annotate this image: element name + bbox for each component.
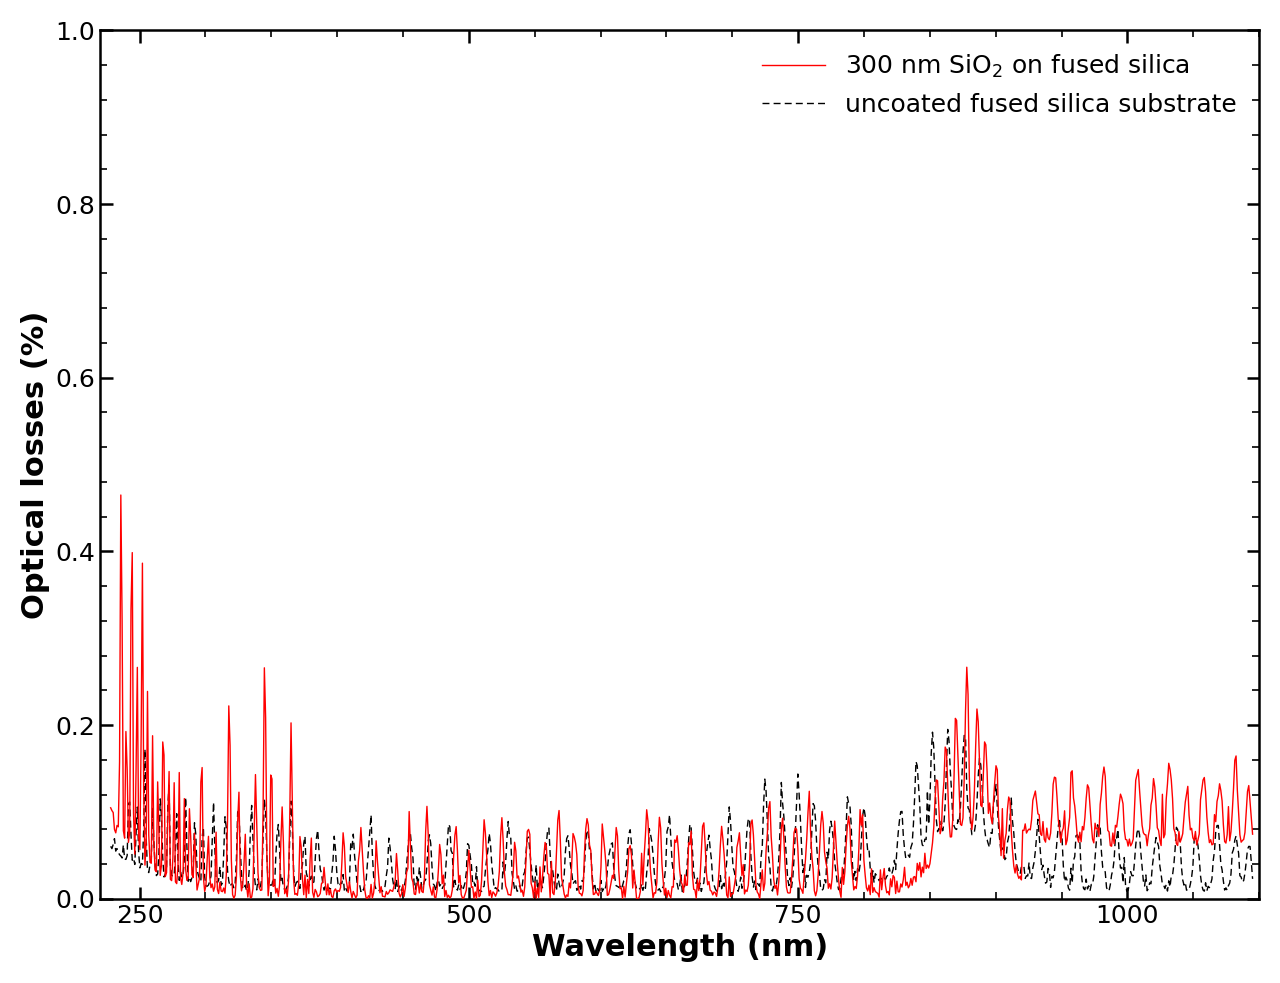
Legend: 300 nm SiO$_2$ on fused silica, uncoated fused silica substrate: 300 nm SiO$_2$ on fused silica, uncoated… (753, 43, 1247, 127)
Line: 300 nm SiO$_2$ on fused silica: 300 nm SiO$_2$ on fused silica (110, 495, 1253, 898)
uncoated fused silica substrate (228, 878, 243, 890)
uncoated fused silica substrate (102, 840, 118, 852)
300 nm SiO$_2$ on fused silica (403, 840, 419, 852)
300 nm SiO$_2$ on fused silica (1092, 831, 1107, 842)
Y-axis label: Optical losses (%): Optical losses (%) (20, 311, 50, 618)
uncoated fused silica substrate (1092, 825, 1107, 837)
300 nm SiO$_2$ on fused silica (1245, 829, 1261, 840)
uncoated fused silica substrate (591, 885, 607, 896)
uncoated fused silica substrate (965, 827, 980, 838)
300 nm SiO$_2$ on fused silica (229, 871, 244, 883)
Line: uncoated fused silica substrate: uncoated fused silica substrate (110, 729, 1253, 892)
300 nm SiO$_2$ on fused silica (919, 863, 934, 875)
300 nm SiO$_2$ on fused silica (965, 811, 980, 823)
300 nm SiO$_2$ on fused silica (594, 861, 609, 873)
300 nm SiO$_2$ on fused silica (113, 490, 128, 501)
uncoated fused silica substrate (940, 723, 955, 735)
300 nm SiO$_2$ on fused silica (360, 893, 375, 904)
uncoated fused silica substrate (918, 834, 933, 845)
300 nm SiO$_2$ on fused silica (102, 802, 118, 814)
uncoated fused silica substrate (653, 886, 668, 897)
uncoated fused silica substrate (1245, 873, 1261, 885)
uncoated fused silica substrate (401, 844, 416, 856)
X-axis label: Wavelength (nm): Wavelength (nm) (531, 933, 828, 962)
